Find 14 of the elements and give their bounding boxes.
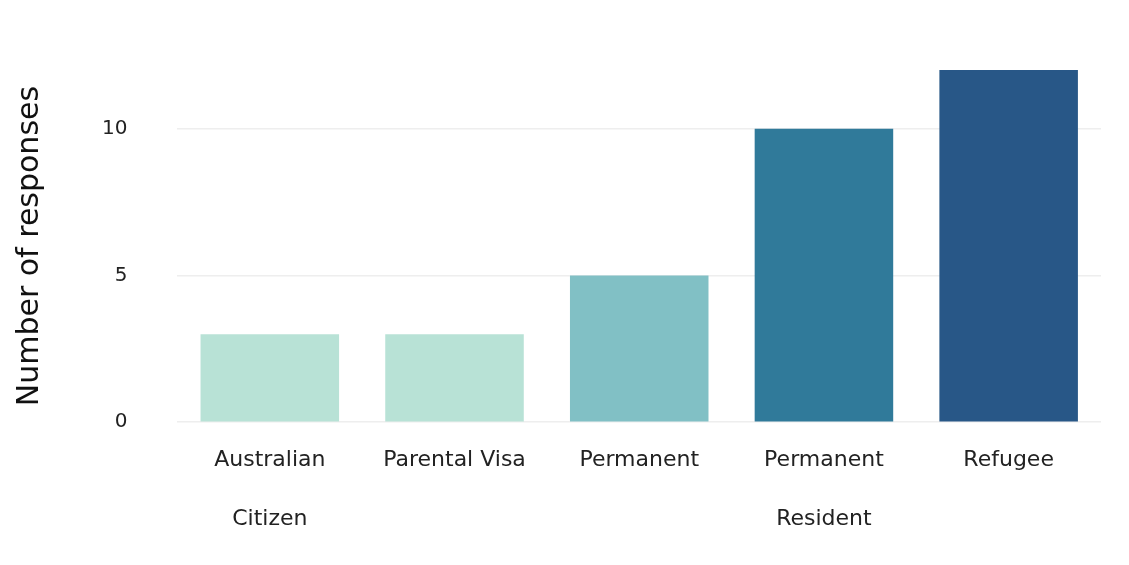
bar [754,128,894,422]
category-label: Australian Citizen [214,445,326,531]
y-tick-label: 10 [102,114,128,139]
y-axis-title: Number of responses [9,85,45,407]
bar [939,70,1078,422]
bar [200,334,340,422]
x-tick-label: Refugee [963,445,1054,471]
bar [385,334,524,422]
category-label: Permanent Resident [764,445,884,531]
x-tick-label: Parental Visa [383,445,526,471]
x-tick-label: Permanent [579,445,700,471]
y-tick-label: 5 [114,261,128,286]
bar [569,275,709,422]
y-tick-label: 0 [114,408,128,433]
